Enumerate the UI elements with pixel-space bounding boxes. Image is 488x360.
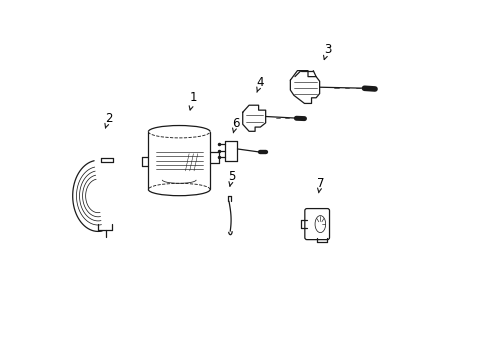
Text: 4: 4 <box>256 76 264 92</box>
Text: 2: 2 <box>105 112 112 128</box>
Text: 3: 3 <box>323 43 330 60</box>
Text: 1: 1 <box>189 91 197 110</box>
Text: 7: 7 <box>316 177 324 193</box>
Text: 6: 6 <box>231 117 239 133</box>
Text: 5: 5 <box>228 170 235 186</box>
